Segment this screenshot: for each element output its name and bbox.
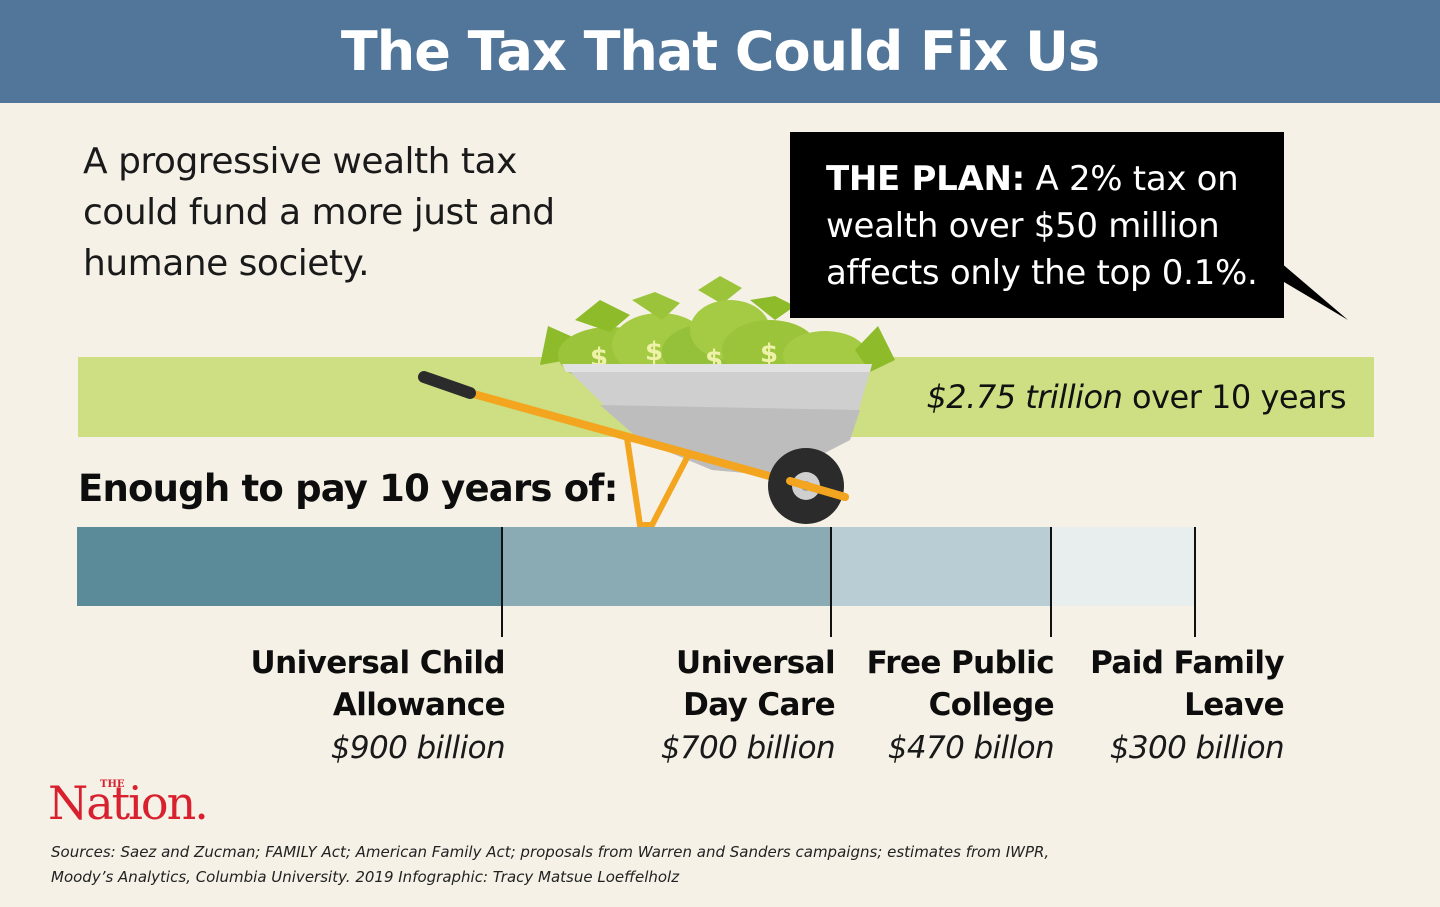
- section-heading: Enough to pay 10 years of:: [78, 467, 618, 510]
- plan-callout-lead: THE PLAN:: [826, 159, 1025, 199]
- total-amount: $2.75 trillion: [926, 378, 1123, 416]
- sources-credit: Sources: Saez and Zucman; FAMILY Act; Am…: [51, 843, 1050, 886]
- tick-divider: [1050, 527, 1052, 637]
- svg-text:$: $: [760, 339, 778, 369]
- bar-segment-family-leave: [1051, 527, 1195, 606]
- segment-label-child-allowance: Universal Child Allowance $900 billion: [250, 645, 506, 766]
- the-nation-logo: THE Nation.: [48, 776, 209, 830]
- intro-text: A progressive wealth tax could fund a mo…: [83, 141, 555, 284]
- plan-callout-text: A 2% tax on wealth over $50 million affe…: [826, 159, 1258, 293]
- segment-label-day-care: Universal Day Care $700 billion: [660, 645, 836, 766]
- plan-callout: THE PLAN: A 2% tax on wealth over $50 mi…: [790, 132, 1284, 318]
- segment-label-family-leave: Paid Family Leave $300 billion: [1090, 645, 1284, 766]
- svg-text:$: $: [645, 337, 663, 367]
- bar-segment-public-college: [831, 527, 1051, 606]
- bar-segment-child-allowance: [77, 527, 502, 606]
- total-revenue-label: $2.75 trillion over 10 years: [926, 378, 1346, 416]
- tick-divider: [830, 527, 832, 637]
- page-title: The Tax That Could Fix Us: [340, 20, 1100, 83]
- tick-divider: [501, 527, 503, 637]
- callout-tail-icon: [1280, 262, 1348, 320]
- bar-segment-day-care: [502, 527, 831, 606]
- total-suffix: over 10 years: [1122, 378, 1346, 416]
- segment-label-public-college: Free Public College $470 billon: [866, 645, 1055, 766]
- tick-divider: [1194, 527, 1196, 637]
- header-banner: The Tax That Could Fix Us: [0, 0, 1440, 103]
